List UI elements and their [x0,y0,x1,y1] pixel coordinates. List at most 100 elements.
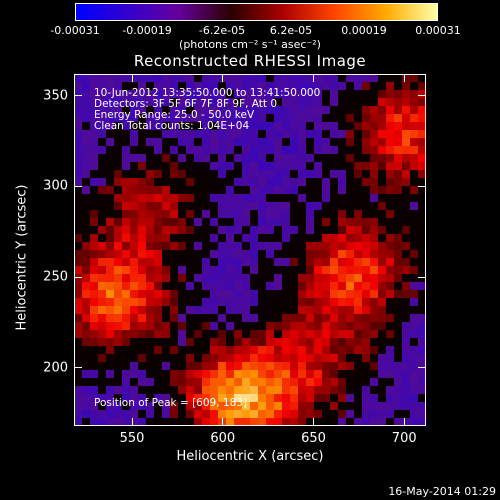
heatmap-cell [146,386,155,395]
heatmap-cell [338,146,347,155]
heatmap-cell [242,234,251,243]
heatmap-cell [154,114,163,123]
heatmap-cell [402,138,411,147]
heatmap-cell [290,186,299,195]
heatmap-cell [114,234,123,243]
heatmap-cell [330,234,339,243]
heatmap-cell [250,186,259,195]
heatmap-cell [234,170,243,179]
heatmap-cell [306,378,315,387]
heatmap-cell [322,370,331,379]
heatmap-cell [258,90,267,99]
heatmap-cell [194,282,203,291]
heatmap-cell [202,122,211,131]
heatmap-cell [370,154,379,163]
heatmap-cell [258,194,267,203]
heatmap-cell [266,178,275,187]
heatmap-cell [170,218,179,227]
heatmap-cell [234,410,243,419]
heatmap-cell [122,146,131,155]
heatmap-cell [226,226,235,235]
heatmap-cell [330,138,339,147]
heatmap-cell [290,106,299,115]
heatmap-cell [418,154,426,163]
heatmap-cell [394,82,403,91]
heatmap-cell [354,290,363,299]
heatmap-cell [170,362,179,371]
heatmap-cell [258,234,267,243]
heatmap-cell [186,170,195,179]
heatmap-cell [114,106,123,115]
heatmap-cell [370,226,379,235]
x-tick-mark [403,74,405,82]
heatmap-cell [202,90,211,99]
heatmap-cell [178,282,187,291]
heatmap-cell [394,362,403,371]
heatmap-cell [194,234,203,243]
heatmap-cell [282,194,291,203]
heatmap-cell [82,378,91,387]
heatmap-cell [138,114,147,123]
heatmap-cell [242,154,251,163]
heatmap-cell [330,370,339,379]
heatmap-cell [234,282,243,291]
heatmap-cell [346,146,355,155]
heatmap-cell [322,210,331,219]
heatmap-cell [402,354,411,363]
heatmap-cell [290,218,299,227]
heatmap-cell [106,282,115,291]
heatmap-cell [346,346,355,355]
heatmap-cell [234,218,243,227]
heatmap-cell [74,218,83,227]
heatmap-cell [370,130,379,139]
heatmap-cell [122,354,131,363]
heatmap-cell [218,362,227,371]
heatmap-cell [354,242,363,251]
heatmap-cell [242,114,251,123]
heatmap-cell [162,354,171,363]
heatmap-cell [114,250,123,259]
heatmap-cell [370,162,379,171]
heatmap-cell [298,362,307,371]
heatmap-cell [410,202,419,211]
heatmap-cell [90,106,99,115]
heatmap-cell [218,82,227,91]
heatmap-cell [242,298,251,307]
heatmap-cell [370,298,379,307]
heatmap-cell [306,394,315,403]
heatmap-cell [354,162,363,171]
x-tick-mark [222,74,224,82]
heatmap-cell [354,322,363,331]
heatmap-cell [386,234,395,243]
heatmap-cell [138,386,147,395]
heatmap-cell [194,298,203,307]
heatmap-cell [418,138,426,147]
heatmap-cell [354,410,363,419]
heatmap-cell [362,282,371,291]
heatmap-cell [98,242,107,251]
heatmap-cell [226,266,235,275]
heatmap-cell [114,362,123,371]
heatmap-cell [122,106,131,115]
heatmap-cell [234,114,243,123]
heatmap-cell [258,226,267,235]
heatmap-cell [114,122,123,131]
heatmap-cell [162,330,171,339]
heatmap-cell [274,290,283,299]
heatmap-cell [354,138,363,147]
heatmap-cell [338,114,347,123]
heatmap-cell [74,266,83,275]
heatmap-cell [354,90,363,99]
heatmap-cell [194,394,203,403]
heatmap-cell [282,394,291,403]
heatmap-cell [314,282,323,291]
heatmap-cell [186,258,195,267]
heatmap-cell [314,386,323,395]
heatmap-cell [402,210,411,219]
heatmap-cell [130,202,139,211]
heatmap-cell [202,194,211,203]
heatmap-cell [202,290,211,299]
heatmap-cell [162,90,171,99]
heatmap-cell [210,394,219,403]
heatmap-cell [370,394,379,403]
